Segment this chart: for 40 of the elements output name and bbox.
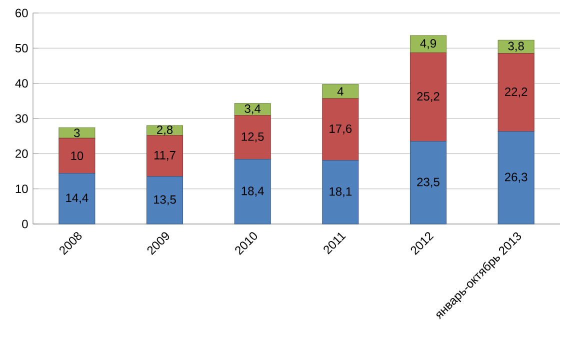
data-label: 11,7: [154, 151, 176, 161]
data-label: 12,5: [242, 132, 264, 142]
data-label: 18,4: [242, 186, 264, 197]
data-label: 4,9: [420, 39, 436, 50]
bar: [234, 159, 271, 224]
data-label: 14,4: [66, 194, 88, 204]
y-tick-label: 10: [16, 184, 28, 194]
bar: [146, 135, 184, 177]
data-label: 25,2: [417, 92, 440, 102]
y-tick-label: 60: [16, 8, 28, 18]
data-label: 26,3: [505, 172, 528, 183]
data-label: 10: [71, 152, 84, 160]
data-label: 3,8: [508, 42, 524, 52]
bar: [498, 131, 534, 224]
bar: [322, 84, 359, 99]
data-label: 3: [74, 128, 80, 138]
data-label: 18,1: [330, 187, 352, 198]
bar: [498, 53, 534, 132]
data-label: 4: [337, 87, 344, 96]
bar: [58, 127, 96, 138]
data-label: 2,8: [157, 125, 173, 136]
y-tick-label: 40: [15, 79, 28, 88]
bar: [322, 160, 359, 224]
y-tick-label: 50: [15, 44, 28, 52]
bar: [146, 176, 184, 224]
bar: [58, 173, 96, 224]
data-label: 3,4: [244, 104, 261, 114]
bar: [410, 35, 447, 54]
bar: [322, 98, 359, 161]
y-tick-label: 20: [16, 149, 28, 158]
data-label: 13,5: [154, 195, 176, 206]
bar: [234, 115, 271, 160]
data-label: 17,6: [330, 124, 352, 134]
y-tick-label: 0: [22, 220, 28, 228]
data-label: 23,5: [417, 178, 440, 188]
data-label: 22,2: [505, 88, 528, 98]
bar: [410, 52, 447, 142]
bar: [410, 141, 447, 224]
y-tick-label: 30: [15, 114, 28, 123]
bar: [58, 138, 96, 174]
